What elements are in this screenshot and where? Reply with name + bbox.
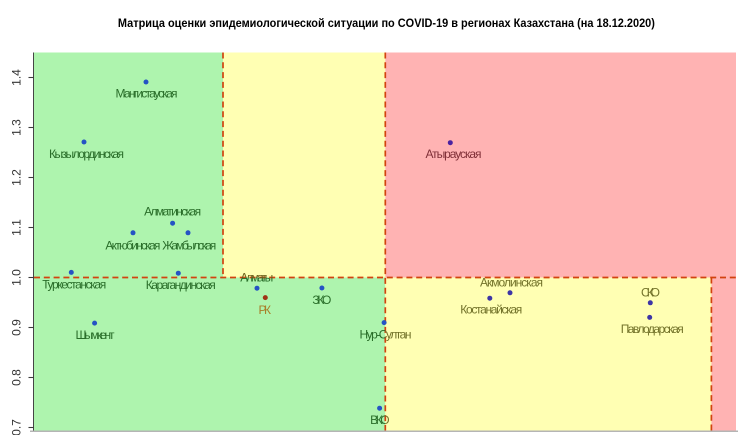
svg-text:ВКО: ВКО [370, 413, 390, 427]
svg-text:Алматинская: Алматинская [144, 204, 201, 218]
svg-text:РК: РК [259, 303, 272, 317]
svg-text:1.2: 1.2 [10, 169, 24, 186]
svg-text:СКО: СКО [641, 286, 660, 300]
svg-text:Костанайская: Костанайская [460, 302, 522, 316]
svg-text:Атырауская: Атырауская [426, 147, 482, 161]
svg-text:0.7: 0.7 [10, 419, 24, 435]
svg-text:Актюбинская: Актюбинская [105, 238, 160, 252]
svg-text:Туркестанская: Туркестанская [42, 278, 106, 292]
svg-text:Алматы: Алматы [240, 271, 273, 285]
svg-text:1.0: 1.0 [10, 269, 24, 286]
svg-text:Карагандинская: Карагандинская [146, 278, 216, 292]
svg-text:ВКО: ВКО [370, 413, 390, 427]
svg-text:1.4: 1.4 [10, 69, 24, 86]
svg-text:Кызылординская: Кызылординская [49, 147, 124, 161]
svg-text:Алматы: Алматы [240, 271, 273, 285]
svg-text:0.8: 0.8 [10, 369, 24, 386]
svg-text:1.3: 1.3 [10, 119, 24, 136]
svg-text:1.1: 1.1 [10, 219, 24, 236]
svg-text:0.9: 0.9 [10, 319, 24, 336]
svg-text:Жамбылская: Жамбылская [162, 238, 216, 252]
svg-text:Акмолинская: Акмолинская [480, 275, 543, 289]
svg-text:ЗКО: ЗКО [312, 293, 331, 307]
svg-text:Мангистауская: Мангистауская [116, 86, 178, 100]
svg-text:Матрица оценки эпидемиологичес: Матрица оценки эпидемиологической ситуац… [118, 16, 655, 30]
svg-text:Шымкент: Шымкент [76, 328, 116, 342]
svg-text:Павлодарская: Павлодарская [621, 322, 684, 336]
